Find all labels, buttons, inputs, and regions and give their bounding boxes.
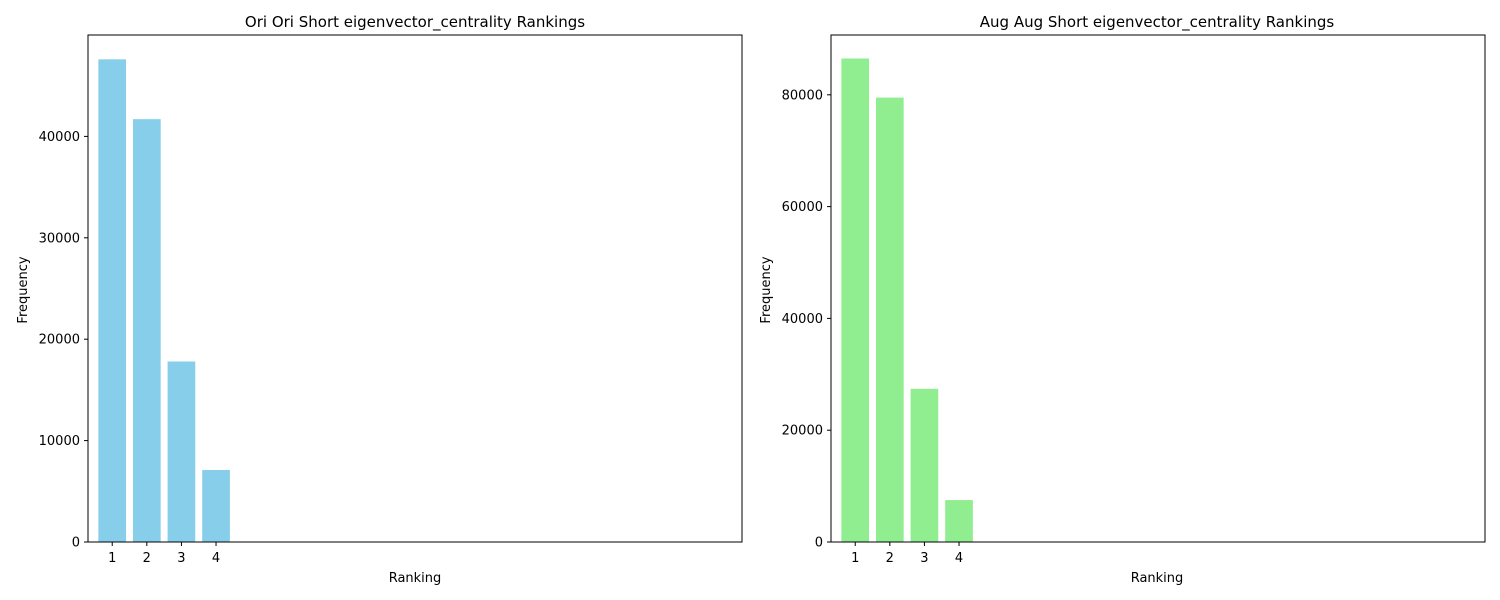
bar-4 (945, 500, 973, 542)
y-ticks: 0 10000 20000 30000 40000 (39, 130, 88, 551)
y-tick-label: 60000 (782, 200, 823, 215)
bar-2 (132, 119, 161, 543)
bar-1 (98, 59, 127, 542)
bar-1 (841, 58, 870, 543)
left-chart-panel: Ori Ori Short eigenvector_centrality Ran… (16, 13, 743, 586)
y-tick-label: 0 (815, 536, 823, 551)
x-axis-label: Ranking (1131, 571, 1184, 586)
x-ticks: 1 2 3 4 (108, 542, 220, 566)
plot-frame (830, 34, 1486, 543)
x-tick-label: 2 (143, 551, 151, 566)
x-tick-label: 4 (212, 551, 220, 566)
y-tick-label: 0 (72, 536, 80, 551)
y-tick-label: 80000 (782, 88, 823, 103)
bar-group (841, 58, 973, 543)
y-tick-label: 30000 (39, 231, 80, 246)
y-tick-label: 40000 (39, 130, 80, 145)
bar-4 (202, 470, 230, 542)
y-axis-label: Frequency (16, 256, 31, 323)
bar-3 (167, 361, 196, 542)
x-tick-label: 4 (955, 551, 963, 566)
chart-title: Ori Ori Short eigenvector_centrality Ran… (245, 13, 585, 32)
x-axis-label: Ranking (389, 571, 442, 586)
x-ticks: 1 2 3 4 (851, 542, 963, 566)
x-tick-label: 3 (920, 551, 928, 566)
y-ticks: 0 20000 40000 60000 80000 (782, 88, 831, 551)
x-tick-label: 3 (177, 551, 185, 566)
bar-group (98, 59, 230, 543)
y-tick-label: 40000 (782, 312, 823, 327)
y-tick-label: 20000 (782, 424, 823, 439)
right-chart-panel: Aug Aug Short eigenvector_centrality Ran… (759, 13, 1486, 586)
bar-2 (875, 97, 904, 543)
x-tick-label: 2 (886, 551, 894, 566)
chart-title: Aug Aug Short eigenvector_centrality Ran… (980, 13, 1335, 32)
plot-frame (87, 34, 743, 543)
y-axis-label: Frequency (759, 256, 774, 323)
y-tick-label: 10000 (39, 434, 80, 449)
x-tick-label: 1 (851, 551, 859, 566)
x-tick-label: 1 (108, 551, 116, 566)
bar-3 (910, 388, 939, 542)
y-tick-label: 20000 (39, 333, 80, 348)
